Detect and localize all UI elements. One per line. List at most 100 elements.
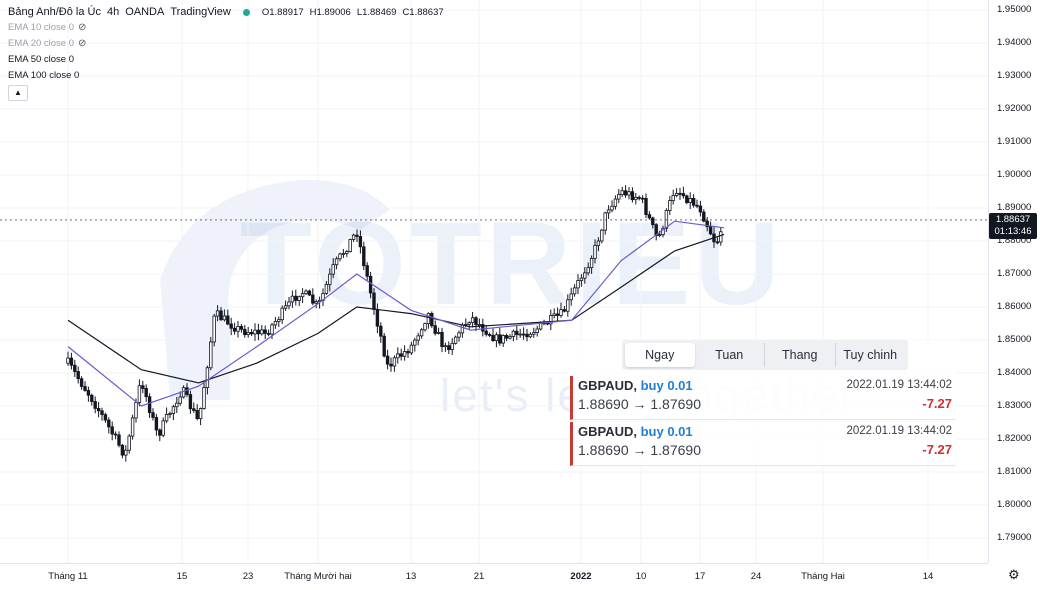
candle bbox=[664, 210, 669, 229]
candle bbox=[623, 190, 628, 196]
candle bbox=[617, 194, 621, 200]
candle bbox=[229, 323, 233, 329]
chart-area[interactable]: TOTRIEU let's learn together Bảng Anh/Đô… bbox=[0, 0, 988, 563]
candle bbox=[141, 385, 145, 389]
trade-date: 2022.01.19 13:44:02 bbox=[846, 379, 952, 391]
candle bbox=[69, 357, 74, 366]
candle bbox=[498, 334, 502, 344]
candle bbox=[287, 301, 291, 307]
candle bbox=[392, 357, 397, 367]
indicator-ema20[interactable]: EMA 20 close 0 ⊘ bbox=[8, 37, 444, 50]
ohlc-close: C1.88637 bbox=[402, 6, 444, 18]
candle bbox=[181, 387, 186, 398]
candle bbox=[372, 292, 376, 310]
candle bbox=[467, 322, 471, 325]
candle bbox=[154, 417, 159, 431]
tab-ngay[interactable]: Ngay bbox=[625, 343, 695, 367]
candle bbox=[127, 435, 131, 451]
candle bbox=[253, 329, 257, 335]
price-axis[interactable]: 1.95000 1.94000 1.93000 1.92000 1.91000 1.900… bbox=[988, 0, 1040, 563]
candle bbox=[511, 330, 516, 337]
candle bbox=[399, 353, 403, 357]
chevron-up-icon[interactable]: ▲ bbox=[8, 85, 28, 101]
candle bbox=[83, 386, 87, 391]
tab-thang[interactable]: Thang bbox=[765, 343, 836, 367]
candle bbox=[508, 336, 512, 339]
trade-row[interactable]: GBPAUD, buy 0.01 2022.01.19 13:44:02 1.8… bbox=[570, 376, 956, 420]
candle bbox=[134, 402, 138, 419]
candle bbox=[385, 355, 390, 365]
candle bbox=[290, 295, 295, 303]
trade-symbol-text: GBPAUD, bbox=[578, 378, 637, 393]
candle bbox=[96, 408, 101, 412]
price-tick: 1.89000 bbox=[997, 202, 1032, 213]
candle bbox=[572, 287, 577, 295]
candle bbox=[328, 273, 332, 285]
candle bbox=[270, 324, 274, 335]
candle bbox=[222, 315, 227, 321]
candle bbox=[249, 331, 254, 335]
broker-label: OANDA bbox=[125, 6, 165, 18]
trade-symbol-text: GBPAUD, bbox=[578, 424, 637, 439]
candle bbox=[402, 351, 407, 357]
eye-hidden-icon[interactable]: ⊘ bbox=[78, 38, 87, 49]
price-tick: 1.93000 bbox=[997, 70, 1032, 81]
trade-row[interactable]: GBPAUD, buy 0.01 2022.01.19 13:44:02 1.8… bbox=[570, 422, 956, 466]
candle bbox=[671, 195, 675, 201]
symbol-name[interactable]: Bảng Anh/Đô la Úc bbox=[8, 6, 101, 18]
candle bbox=[423, 323, 427, 331]
candle bbox=[644, 197, 648, 215]
candle bbox=[474, 317, 478, 326]
price-tick: 1.82000 bbox=[997, 433, 1032, 444]
candle bbox=[147, 396, 152, 414]
candle bbox=[634, 196, 638, 201]
candle bbox=[164, 414, 169, 422]
candle bbox=[552, 313, 556, 316]
candle bbox=[504, 335, 509, 339]
candle bbox=[280, 307, 284, 321]
candle bbox=[586, 267, 590, 274]
candle bbox=[630, 191, 635, 201]
candle bbox=[651, 217, 655, 226]
indicator-label: EMA 50 close 0 bbox=[8, 54, 75, 65]
candle bbox=[532, 332, 536, 335]
candle bbox=[433, 325, 437, 334]
tab-tuy-chinh[interactable]: Tuy chinh bbox=[843, 348, 898, 362]
candle bbox=[379, 325, 383, 337]
candle bbox=[460, 324, 465, 334]
candle bbox=[151, 412, 155, 418]
candle bbox=[443, 345, 448, 348]
current-price-value: 1.88637 bbox=[995, 213, 1031, 225]
indicator-label: EMA 10 close 0 bbox=[8, 22, 75, 33]
candle bbox=[103, 414, 108, 421]
indicator-label: EMA 100 close 0 bbox=[8, 70, 80, 81]
candle bbox=[263, 329, 267, 334]
price-tick: 1.79000 bbox=[997, 532, 1032, 543]
ema50-line bbox=[67, 220, 725, 407]
time-axis[interactable]: Tháng 11 15 23 Tháng Mười hai 13 21 2022 10 17 24… bbox=[0, 563, 988, 590]
tab-tuan[interactable]: Tuan bbox=[695, 343, 765, 367]
candle bbox=[396, 353, 400, 359]
candle bbox=[447, 345, 451, 350]
ohlc-open: O1.88917 bbox=[261, 6, 304, 18]
ohlc-high: H1.89006 bbox=[309, 6, 351, 18]
eye-hidden-icon[interactable]: ⊘ bbox=[78, 22, 87, 33]
indicator-ema100[interactable]: EMA 100 close 0 bbox=[8, 69, 444, 82]
candle bbox=[175, 402, 179, 408]
candle bbox=[562, 309, 567, 312]
candle bbox=[362, 246, 366, 267]
candle bbox=[232, 327, 237, 332]
candle bbox=[600, 229, 604, 242]
indicator-ema10[interactable]: EMA 10 close 0 ⊘ bbox=[8, 21, 444, 34]
gear-icon[interactable]: ⚙ bbox=[1008, 567, 1020, 582]
candle bbox=[198, 408, 203, 420]
time-tick: 24 bbox=[750, 571, 762, 582]
interval-label[interactable]: 4h bbox=[106, 6, 120, 18]
candle bbox=[705, 220, 709, 228]
candle bbox=[678, 192, 682, 195]
candle bbox=[168, 413, 172, 415]
candle bbox=[436, 332, 441, 334]
candle bbox=[457, 332, 461, 338]
indicator-ema50[interactable]: EMA 50 close 0 bbox=[8, 53, 444, 66]
candle bbox=[297, 296, 301, 301]
